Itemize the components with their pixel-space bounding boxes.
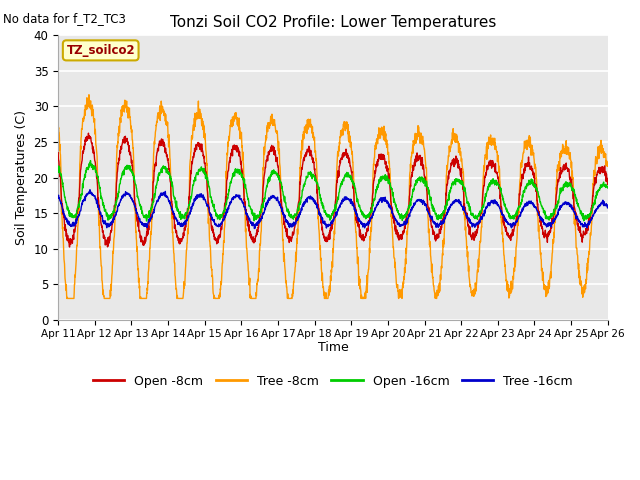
Title: Tonzi Soil CO2 Profile: Lower Temperatures: Tonzi Soil CO2 Profile: Lower Temperatur… [170, 15, 496, 30]
Y-axis label: Soil Temperatures (C): Soil Temperatures (C) [15, 110, 28, 245]
X-axis label: Time: Time [317, 341, 348, 354]
Text: No data for f_T2_TC3: No data for f_T2_TC3 [3, 12, 126, 25]
Text: TZ_soilco2: TZ_soilco2 [67, 44, 135, 57]
Legend: Open -8cm, Tree -8cm, Open -16cm, Tree -16cm: Open -8cm, Tree -8cm, Open -16cm, Tree -… [88, 370, 578, 393]
